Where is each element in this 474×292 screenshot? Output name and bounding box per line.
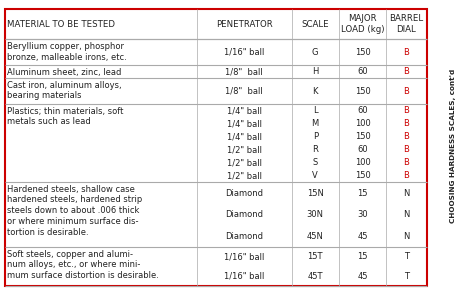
Text: 30: 30 <box>357 210 368 219</box>
Text: MAJOR
LOAD (kg): MAJOR LOAD (kg) <box>341 14 384 34</box>
Text: B: B <box>403 145 410 154</box>
Text: SCALE: SCALE <box>301 20 329 29</box>
Text: 1/2" ball: 1/2" ball <box>227 158 262 167</box>
Text: 1/16" ball: 1/16" ball <box>224 48 264 57</box>
Text: K: K <box>312 87 318 96</box>
Text: Soft steels, copper and alumi-
num alloys, etc., or where mini-
mum surface dist: Soft steels, copper and alumi- num alloy… <box>7 250 159 280</box>
Text: B: B <box>403 67 410 77</box>
Text: 45: 45 <box>357 232 368 241</box>
Text: T: T <box>404 253 409 261</box>
Text: 60: 60 <box>357 145 368 154</box>
Text: M: M <box>311 119 319 128</box>
Text: L: L <box>313 106 318 115</box>
Text: 60: 60 <box>357 106 368 115</box>
Text: 15N: 15N <box>307 189 324 198</box>
Text: H: H <box>312 67 319 77</box>
Text: B: B <box>403 158 410 167</box>
Text: N: N <box>403 210 410 219</box>
Text: B: B <box>403 106 410 115</box>
Text: 15: 15 <box>357 253 368 261</box>
Text: P: P <box>313 132 318 141</box>
Text: 15T: 15T <box>308 253 323 261</box>
Text: 150: 150 <box>355 87 371 96</box>
Text: T: T <box>404 272 409 281</box>
Text: 1/2" ball: 1/2" ball <box>227 171 262 180</box>
Text: B: B <box>403 119 410 128</box>
Text: 45: 45 <box>357 272 368 281</box>
Text: 30N: 30N <box>307 210 324 219</box>
Text: 150: 150 <box>355 132 371 141</box>
Text: B: B <box>403 171 410 180</box>
Text: Plastics; thin materials, soft
metals such as lead: Plastics; thin materials, soft metals su… <box>7 107 124 126</box>
Text: Aluminum sheet, zinc, lead: Aluminum sheet, zinc, lead <box>7 68 121 77</box>
Text: 1/2" ball: 1/2" ball <box>227 145 262 154</box>
Text: Diamond: Diamond <box>225 189 263 198</box>
Text: BARREL
DIAL: BARREL DIAL <box>390 14 423 34</box>
Text: 1/8"  ball: 1/8" ball <box>225 67 263 77</box>
Text: 150: 150 <box>355 48 371 57</box>
Text: Diamond: Diamond <box>225 232 263 241</box>
Text: Diamond: Diamond <box>225 210 263 219</box>
Text: 15: 15 <box>357 189 368 198</box>
Text: V: V <box>312 171 318 180</box>
Text: B: B <box>403 48 410 57</box>
Text: 45N: 45N <box>307 232 324 241</box>
Text: Beryllium copper, phosphor
bronze, malleable irons, etc.: Beryllium copper, phosphor bronze, malle… <box>7 42 127 62</box>
Text: 1/16" ball: 1/16" ball <box>224 253 264 261</box>
Text: N: N <box>403 232 410 241</box>
Text: R: R <box>312 145 318 154</box>
Text: B: B <box>403 87 410 96</box>
Text: 1/4" ball: 1/4" ball <box>227 132 262 141</box>
Text: PENETRATOR: PENETRATOR <box>216 20 273 29</box>
Text: G: G <box>312 48 319 57</box>
Text: S: S <box>312 158 318 167</box>
Text: B: B <box>403 132 410 141</box>
Text: 150: 150 <box>355 171 371 180</box>
Text: 100: 100 <box>355 158 371 167</box>
Text: N: N <box>403 189 410 198</box>
Text: 45T: 45T <box>308 272 323 281</box>
Bar <box>5 9 427 286</box>
Text: 1/4" ball: 1/4" ball <box>227 106 262 115</box>
Text: 1/4" ball: 1/4" ball <box>227 119 262 128</box>
Text: 1/16" ball: 1/16" ball <box>224 272 264 281</box>
Text: Hardened steels, shallow case
hardened steels, hardened strip
steels down to abo: Hardened steels, shallow case hardened s… <box>7 185 142 237</box>
Text: 100: 100 <box>355 119 371 128</box>
Text: Cast iron, aluminum alloys,
bearing materials: Cast iron, aluminum alloys, bearing mate… <box>7 81 122 100</box>
Text: 1/8"  ball: 1/8" ball <box>225 87 263 96</box>
Text: CHOOSING HARDNESS SCALES, cont'd: CHOOSING HARDNESS SCALES, cont'd <box>450 69 456 223</box>
Text: MATERIAL TO BE TESTED: MATERIAL TO BE TESTED <box>7 20 115 29</box>
Text: 60: 60 <box>357 67 368 77</box>
